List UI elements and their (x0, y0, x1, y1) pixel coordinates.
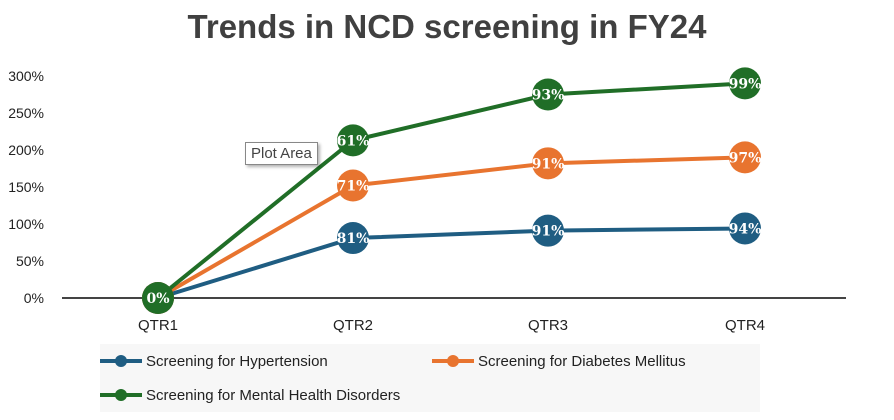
data-point[interactable] (729, 141, 761, 174)
y-tick-label: 50% (16, 253, 44, 269)
data-point[interactable] (142, 282, 174, 314)
y-tick-label: 150% (8, 179, 44, 195)
data-label: 91% (532, 224, 565, 240)
data-label: 0% (146, 291, 169, 307)
legend-swatch-icon (100, 384, 142, 406)
plot-area-tooltip: Plot Area (245, 142, 318, 165)
x-tick-label: QTR2 (333, 317, 373, 334)
data-point[interactable] (532, 78, 564, 111)
data-label: 71% (337, 179, 370, 195)
legend-label: Screening for Hypertension (146, 352, 328, 370)
data-label: 97% (729, 150, 762, 166)
legend-label: Screening for Mental Health Disorders (146, 386, 401, 404)
legend-item[interactable]: Screening for Mental Health Disorders (100, 384, 400, 406)
data-point[interactable] (532, 147, 564, 180)
data-label: 93% (532, 88, 565, 104)
legend-item[interactable]: Screening for Hypertension (100, 350, 328, 372)
series-line[interactable] (156, 81, 747, 300)
data-label: 94% (729, 221, 762, 237)
legend-swatch-icon (100, 350, 142, 372)
y-tick-label: 250% (8, 105, 44, 121)
data-point[interactable] (337, 124, 369, 157)
data-point[interactable] (337, 222, 369, 255)
x-tick-label: QTR1 (138, 317, 178, 334)
legend-label: Screening for Diabetes Mellitus (478, 352, 686, 370)
x-tick-label: QTR4 (725, 317, 765, 334)
data-label: 99% (729, 76, 762, 92)
chart-legend: Screening for Hypertension Screening for … (100, 344, 760, 412)
data-label: 61% (337, 133, 370, 149)
legend-item[interactable]: Screening for Diabetes Mellitus (432, 350, 686, 372)
y-tick-label: 100% (8, 216, 44, 232)
y-tick-label: 300% (8, 68, 44, 84)
data-label: 81% (337, 231, 370, 247)
data-point[interactable] (729, 67, 761, 100)
y-tick-label: 200% (8, 142, 44, 158)
series-line[interactable] (156, 226, 747, 300)
series-line[interactable] (156, 155, 747, 300)
chart-title: Trends in NCD screening in FY24 (187, 8, 707, 45)
data-label: 91% (532, 156, 565, 172)
x-tick-label: QTR3 (528, 317, 568, 334)
line-chart[interactable]: 0% 50% 100% 150% 200% 250% 300% QTR1 QTR2 QTR3 QT… (0, 0, 894, 340)
legend-swatch-icon (432, 350, 474, 372)
data-point[interactable] (337, 169, 369, 202)
data-point[interactable] (729, 212, 761, 245)
y-tick-label: 0% (24, 290, 44, 306)
data-point[interactable] (532, 214, 564, 247)
